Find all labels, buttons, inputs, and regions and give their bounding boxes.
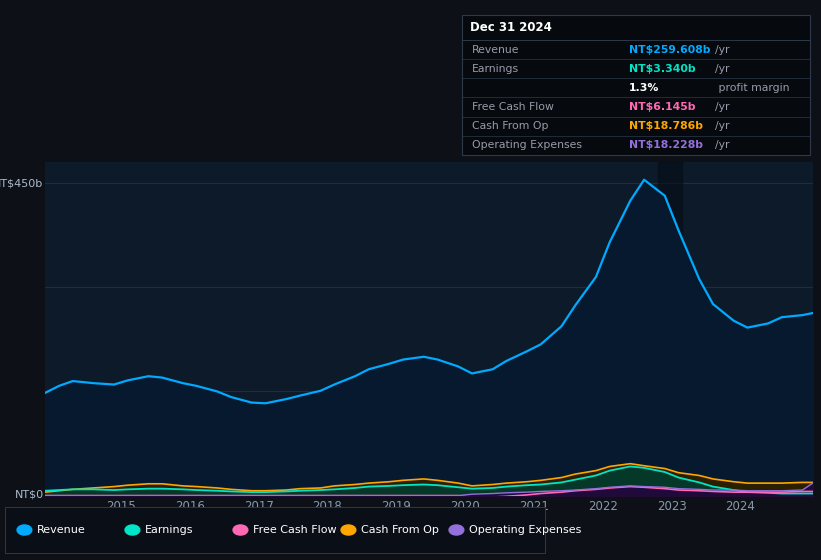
Text: Earnings: Earnings bbox=[472, 64, 519, 74]
Text: Dec 31 2024: Dec 31 2024 bbox=[470, 21, 552, 34]
Text: NT$450b: NT$450b bbox=[0, 178, 44, 188]
Text: Operating Expenses: Operating Expenses bbox=[469, 525, 581, 535]
Text: /yr: /yr bbox=[715, 64, 730, 74]
Text: /yr: /yr bbox=[715, 45, 730, 54]
Text: /yr: /yr bbox=[715, 141, 730, 151]
Text: NT$259.608b: NT$259.608b bbox=[629, 45, 710, 54]
Text: profit margin: profit margin bbox=[715, 83, 790, 93]
Text: Free Cash Flow: Free Cash Flow bbox=[253, 525, 337, 535]
Text: Revenue: Revenue bbox=[37, 525, 85, 535]
Text: Cash From Op: Cash From Op bbox=[472, 122, 548, 131]
Text: NT$18.228b: NT$18.228b bbox=[629, 141, 703, 151]
Text: Free Cash Flow: Free Cash Flow bbox=[472, 102, 553, 112]
Text: Earnings: Earnings bbox=[144, 525, 193, 535]
Text: NT$3.340b: NT$3.340b bbox=[629, 64, 695, 74]
Text: 1.3%: 1.3% bbox=[629, 83, 659, 93]
Bar bbox=[658, 162, 682, 496]
Text: /yr: /yr bbox=[715, 102, 730, 112]
Text: Revenue: Revenue bbox=[472, 45, 520, 54]
Text: NT$6.145b: NT$6.145b bbox=[629, 102, 695, 112]
Text: Operating Expenses: Operating Expenses bbox=[472, 141, 582, 151]
Text: NT$0: NT$0 bbox=[15, 489, 44, 499]
Text: Cash From Op: Cash From Op bbox=[360, 525, 438, 535]
Text: /yr: /yr bbox=[715, 122, 730, 131]
Text: NT$18.786b: NT$18.786b bbox=[629, 122, 703, 131]
